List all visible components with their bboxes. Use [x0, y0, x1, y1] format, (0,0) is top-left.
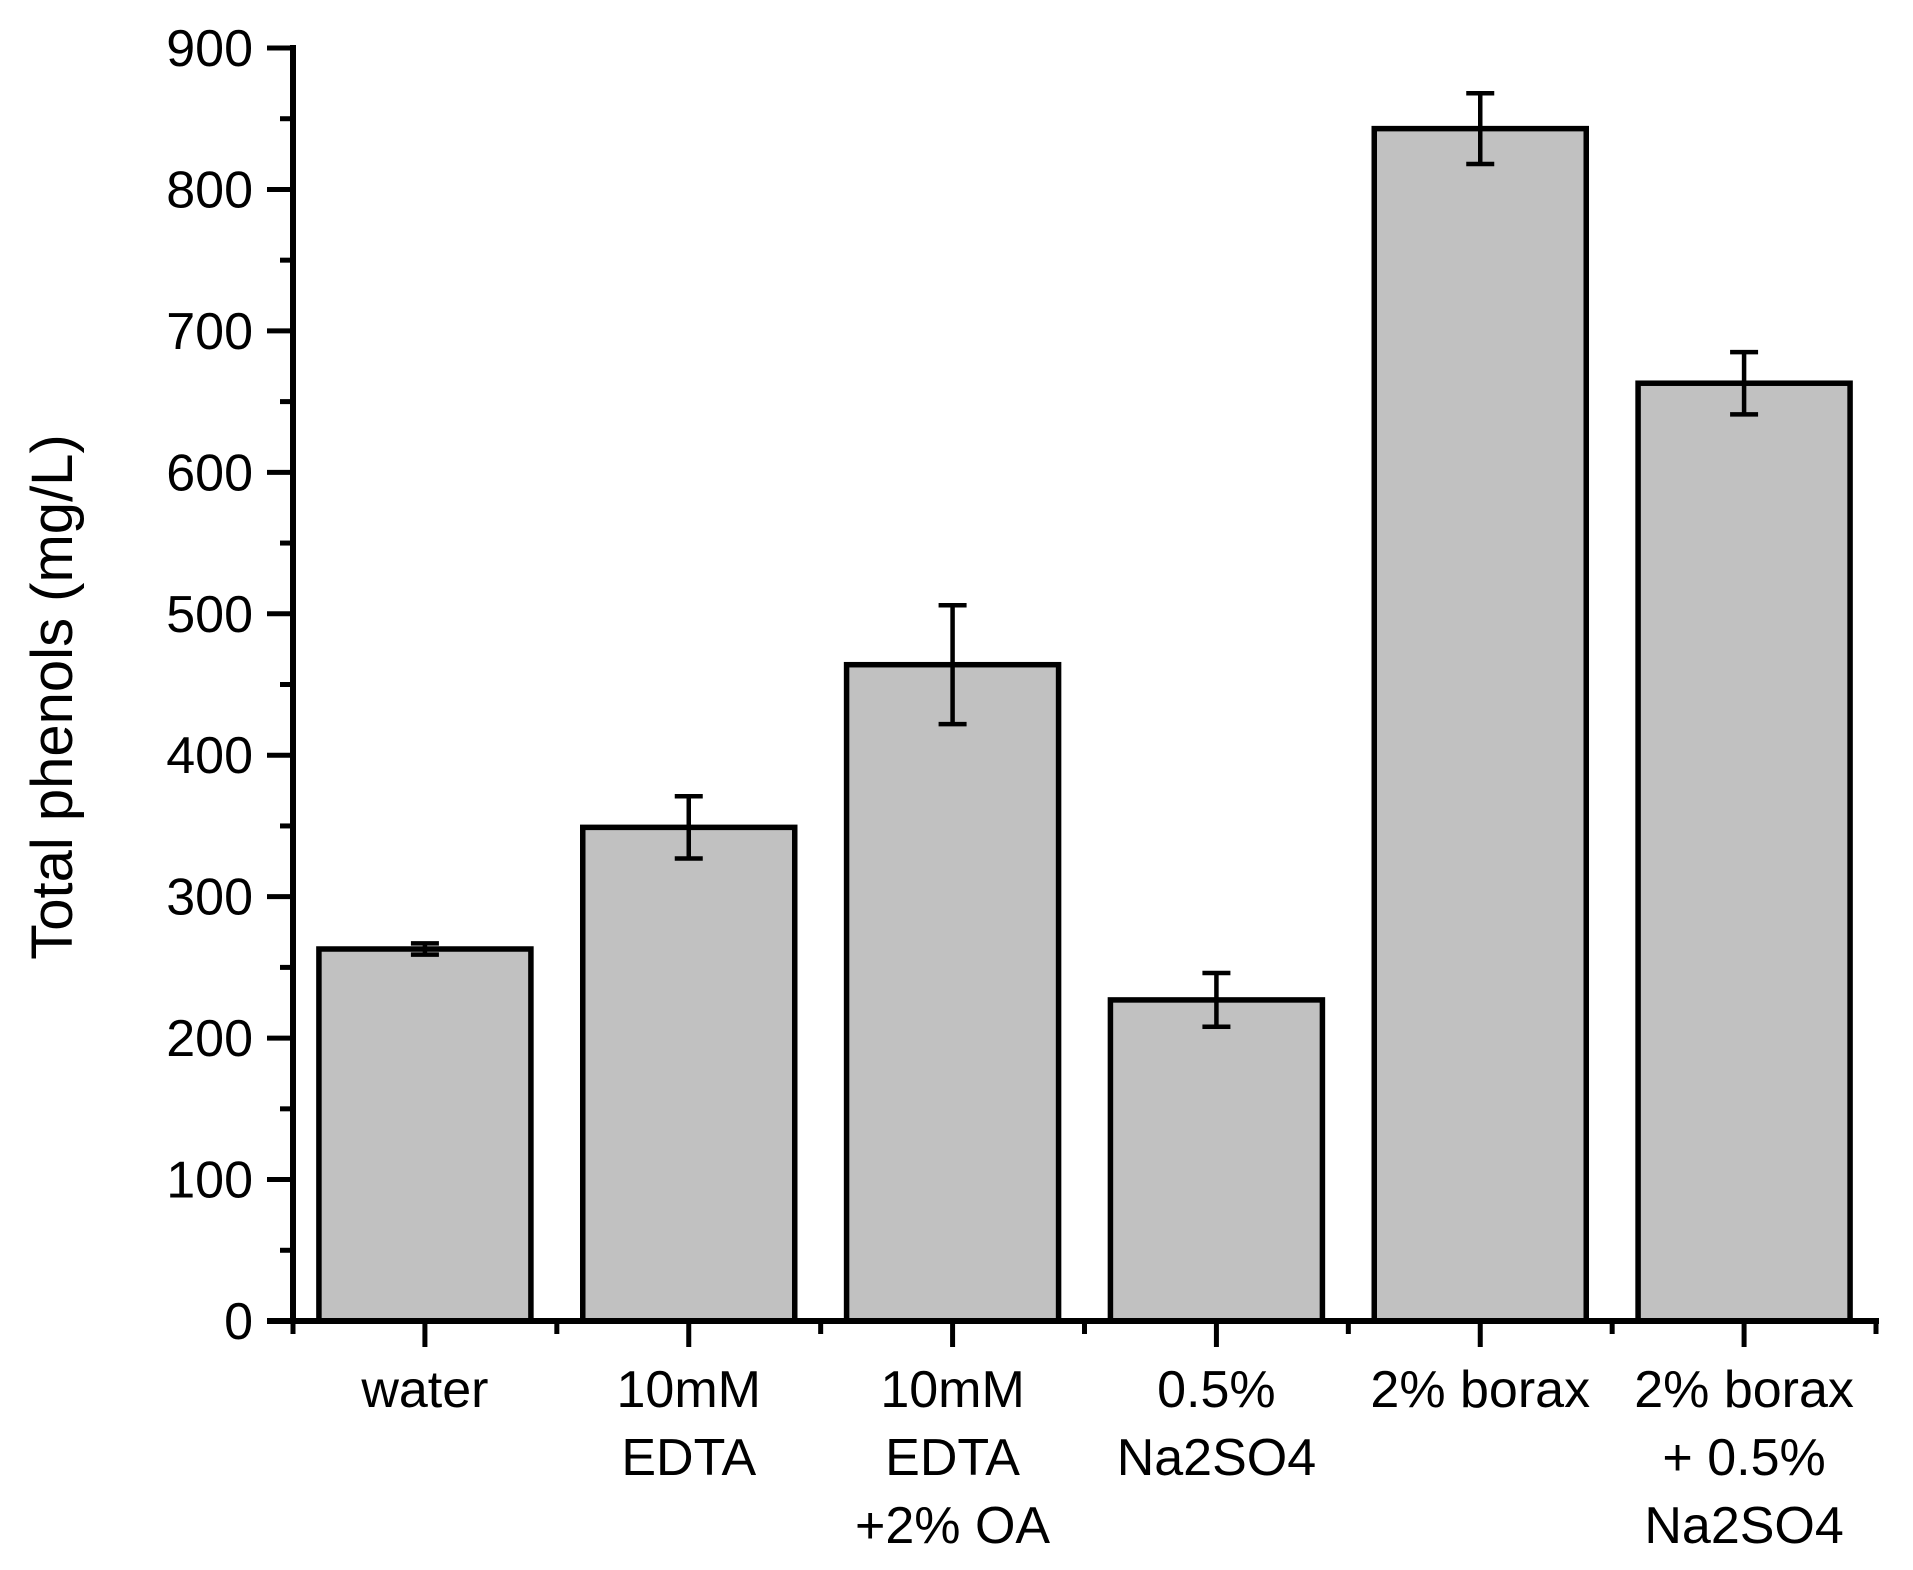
y-axis: 0 100 200 300 400 500 600 700 800 900 Total phenol…	[20, 20, 296, 1351]
x-category-label: water	[360, 1361, 488, 1419]
bar-group	[1107, 970, 1326, 1324]
y-tick-label: 100	[166, 1152, 253, 1210]
error-bar	[674, 793, 703, 861]
bar	[1107, 997, 1326, 1324]
x-category-label-line: EDTA	[621, 1429, 756, 1487]
x-category-label-line: + 0.5%	[1662, 1429, 1825, 1487]
x-category-label-line: Na2SO4	[1117, 1429, 1316, 1487]
error-bar	[938, 603, 967, 727]
x-category-label: 10mM EDTA	[617, 1361, 761, 1487]
x-category-label: 10mM EDTA +2% OA	[855, 1361, 1050, 1555]
bar	[316, 946, 534, 1324]
x-category-label-line: 2% borax	[1634, 1361, 1854, 1419]
x-category-label-line: 10mM	[617, 1361, 761, 1419]
x-category-label: 0.5% Na2SO4	[1117, 1361, 1316, 1487]
x-category-label-line: 10mM	[880, 1361, 1024, 1419]
y-tick-label: 300	[166, 869, 253, 927]
x-category-label: 2% borax	[1370, 1361, 1590, 1419]
bar-group	[843, 603, 1062, 1324]
error-bar	[1202, 970, 1231, 1030]
bar-group	[1371, 91, 1589, 1324]
y-tick-label: 400	[166, 727, 253, 785]
bars	[316, 91, 1853, 1324]
x-category-label-line: Na2SO4	[1644, 1497, 1843, 1555]
bar	[1635, 380, 1853, 1324]
y-tick-label: 700	[166, 303, 253, 361]
bar-group	[1635, 349, 1853, 1324]
bar	[1371, 125, 1589, 1324]
error-bar	[410, 941, 439, 957]
bar-group	[580, 793, 798, 1324]
y-tick-label: 800	[166, 161, 253, 219]
y-tick-label: 0	[224, 1293, 253, 1351]
x-category-label-line: 2% borax	[1370, 1361, 1590, 1419]
bar-group	[316, 941, 534, 1324]
bar	[580, 824, 798, 1324]
x-category-label-line: +2% OA	[855, 1497, 1050, 1555]
x-category-label: 2% borax + 0.5% Na2SO4	[1634, 1361, 1854, 1555]
y-axis-title: Total phenols (mg/L)	[20, 434, 85, 959]
error-bar	[1466, 91, 1495, 167]
y-tick-label: 600	[166, 444, 253, 502]
y-tick-label: 900	[166, 20, 253, 78]
x-category-label-line: water	[360, 1361, 488, 1419]
y-tick-label: 500	[166, 586, 253, 644]
bar	[843, 661, 1062, 1324]
x-category-label-line: 0.5%	[1157, 1361, 1276, 1419]
error-bar	[1730, 349, 1759, 417]
y-tick-label: 200	[166, 1010, 253, 1068]
x-category-label-line: EDTA	[885, 1429, 1020, 1487]
